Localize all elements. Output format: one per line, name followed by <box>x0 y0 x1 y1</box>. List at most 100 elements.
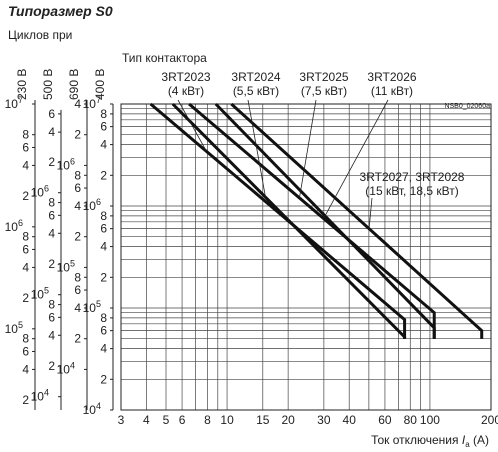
y-tick-label: 8 <box>22 128 29 142</box>
y-tick-value: 6 <box>48 208 55 222</box>
x-tick-label: 20 <box>281 413 295 427</box>
y-tick-value: 2 <box>74 230 81 244</box>
y-tick-label: 6 <box>48 310 55 324</box>
y-tick-label: 105 <box>31 286 49 302</box>
y-tick-label: 107 <box>83 95 101 111</box>
series-leader-line <box>324 99 389 217</box>
y-tick-value: 2 <box>22 189 29 203</box>
y-tick-label: 6 <box>74 181 81 195</box>
x-tick-label: 10 <box>220 413 234 427</box>
y-tick-label: 2 <box>74 230 81 244</box>
y-tick-label: 6 <box>100 120 107 134</box>
y-tick-label: 2 <box>48 359 55 373</box>
series-label-rating: (11 кВт) <box>371 84 413 98</box>
y-tick-value: 10 <box>5 220 19 234</box>
y-tick-label: 6 <box>74 283 81 297</box>
x-tick-label: 80 <box>404 413 418 427</box>
series-line-5 <box>230 102 484 339</box>
y-tick-exponent: 4 <box>44 388 49 398</box>
y-tick-value: 8 <box>74 270 81 284</box>
y-tick-label: 2 <box>48 257 55 271</box>
y-tick-value: 10 <box>83 301 97 315</box>
y-tick-label: 8 <box>48 196 55 210</box>
y-tick-label: 104 <box>31 388 49 404</box>
y-tick-label: 2 <box>22 393 29 407</box>
y-tick-exponent: 4 <box>96 401 101 411</box>
x-tick-label: 60 <box>378 413 392 427</box>
series-line-4 <box>214 102 436 339</box>
y-tick-label: 8 <box>22 332 29 346</box>
y-tick-label: 4 <box>100 240 107 254</box>
y-tick-label: 4 <box>74 97 81 111</box>
series-label-name: 3RT2025 <box>299 70 348 84</box>
series-label-name: 3RT2027, 3RT2028 <box>360 170 465 184</box>
series-labels: 3RT2023(4 кВт) 3RT2024(5,5 кВт) 3RT2025(7,… <box>161 70 465 229</box>
x-axis-label: Ток отключения Ia (A) <box>371 433 489 449</box>
y-tick-label: 2 <box>48 155 55 169</box>
x-tick-label: 40 <box>343 413 357 427</box>
y-tick-value: 10 <box>83 199 97 213</box>
y-tick-exponent: 5 <box>70 258 75 268</box>
y-tick-label: 8 <box>100 209 107 223</box>
series-label-name: 3RT2023 <box>161 70 210 84</box>
series-leader-line <box>299 99 317 198</box>
cycles-label: Циклов при <box>8 28 72 42</box>
x-tick-label: 8 <box>204 413 211 427</box>
y-tick-label: 106 <box>57 156 75 172</box>
y-tick-exponent: 6 <box>18 218 23 228</box>
y-tick-label: 8 <box>48 298 55 312</box>
y-tick-value: 8 <box>100 311 107 325</box>
grid <box>120 103 492 411</box>
y-tick-label: 107 <box>5 95 23 111</box>
y-tick-value: 6 <box>48 310 55 324</box>
series-leader-line <box>368 197 373 229</box>
y-tick-value: 2 <box>48 359 55 373</box>
y-tick-label: 6 <box>100 222 107 236</box>
series-label-rating: (5,5 кВт) <box>233 84 279 98</box>
y-tick-value: 4 <box>74 199 81 213</box>
document-code: NSB0_02060a <box>444 103 490 110</box>
y-tick-label: 8 <box>100 311 107 325</box>
y-tick-value: 4 <box>100 138 107 152</box>
y-tick-label: 6 <box>22 242 29 256</box>
y-tick-value: 4 <box>74 301 81 315</box>
y-tick-value: 2 <box>74 128 81 142</box>
x-tick-label: 100 <box>420 413 440 427</box>
y-tick-exponent: 6 <box>44 184 49 194</box>
y-tick-value: 6 <box>74 181 81 195</box>
y-axis-voltage-label: 400 В <box>93 69 107 100</box>
y-tick-label: 6 <box>22 344 29 358</box>
y-tick-value: 6 <box>48 107 55 121</box>
y-tick-label: 105 <box>83 299 101 315</box>
y-tick-value: 6 <box>100 324 107 338</box>
y-tick-value: 2 <box>74 332 81 346</box>
y-tick-label: 4 <box>22 260 29 274</box>
y-tick-value: 6 <box>22 140 29 154</box>
series-line-1 <box>149 102 407 339</box>
y-tick-value: 6 <box>100 120 107 134</box>
y-tick-label: 105 <box>57 258 75 274</box>
y-tick-value: 2 <box>100 372 107 386</box>
y-tick-value: 8 <box>48 298 55 312</box>
y-tick-value: 10 <box>57 362 71 376</box>
x-tick-label: 200 <box>481 413 498 427</box>
y-tick-value: 10 <box>31 186 45 200</box>
y-tick-label: 106 <box>83 197 101 213</box>
y-tick-value: 10 <box>83 403 97 417</box>
y-tick-label: 8 <box>74 168 81 182</box>
y-tick-value: 10 <box>31 390 45 404</box>
y-tick-value: 10 <box>5 97 19 111</box>
series-label-rating: (7,5 кВт) <box>301 84 347 98</box>
y-tick-value: 4 <box>22 260 29 274</box>
x-tick-label: 4 <box>143 413 150 427</box>
y-tick-value: 4 <box>74 97 81 111</box>
y-tick-value: 10 <box>83 97 97 111</box>
y-tick-label: 4 <box>74 199 81 213</box>
y-tick-label: 105 <box>5 320 23 336</box>
series-line-2 <box>171 102 407 339</box>
y-tick-value: 6 <box>100 222 107 236</box>
y-tick-label: 2 <box>74 332 81 346</box>
